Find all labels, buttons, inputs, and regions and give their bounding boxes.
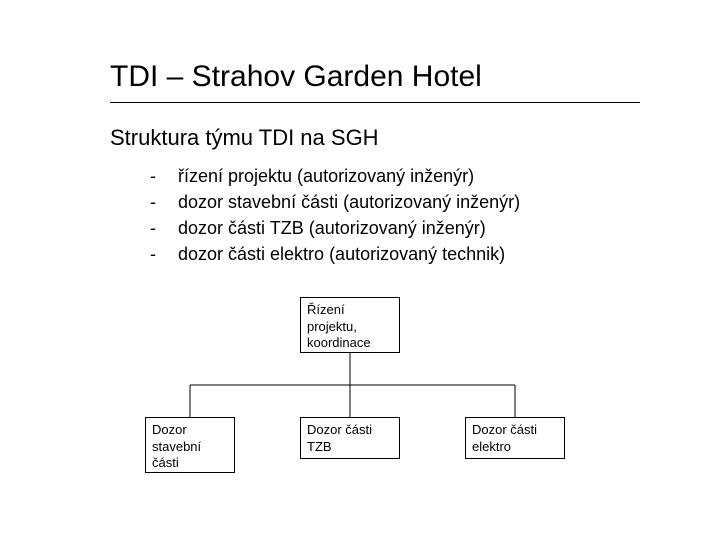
diagram-node-root: Řízeníprojektu,koordinace	[300, 297, 400, 353]
org-diagram: Řízeníprojektu,koordinace Dozorstavebníčá…	[110, 297, 630, 477]
bullet-list: řízení projektu (autorizovaný inženýr) d…	[150, 163, 720, 267]
slide-title: TDI – Strahov Garden Hotel	[110, 60, 720, 94]
slide: TDI – Strahov Garden Hotel Struktura tým…	[0, 0, 720, 540]
slide-subtitle: Struktura týmu TDI na SGH	[110, 125, 720, 151]
diagram-node-child2: Dozor částiTZB	[300, 417, 400, 459]
title-underline	[110, 102, 640, 103]
diagram-node-child1: Dozorstavebníčásti	[145, 417, 235, 473]
bullet-item: dozor části TZB (autorizovaný inženýr)	[150, 215, 720, 241]
diagram-node-child3: Dozor částielektro	[465, 417, 565, 459]
bullet-item: dozor stavební části (autorizovaný inžen…	[150, 189, 720, 215]
bullet-item: dozor části elektro (autorizovaný techni…	[150, 241, 720, 267]
bullet-item: řízení projektu (autorizovaný inženýr)	[150, 163, 720, 189]
